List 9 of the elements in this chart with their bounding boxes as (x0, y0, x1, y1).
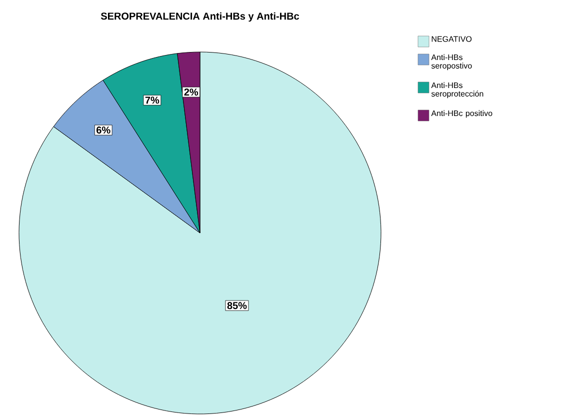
chart-title: SEROPREVALENCIA Anti-HBs y Anti-HBc (100, 12, 300, 22)
data-label: 6% (96, 126, 110, 134)
legend-label: NEGATIVO (432, 36, 472, 42)
data-label: 7% (145, 96, 160, 104)
legend-label: Anti-HBc positivo (431, 110, 492, 118)
legend-label: Anti-HBs seroprotección (431, 82, 484, 98)
legend-label: Anti-HBs seropostivo (431, 54, 472, 70)
data-label: 85% (227, 302, 247, 310)
data-label: 2% (184, 88, 198, 96)
